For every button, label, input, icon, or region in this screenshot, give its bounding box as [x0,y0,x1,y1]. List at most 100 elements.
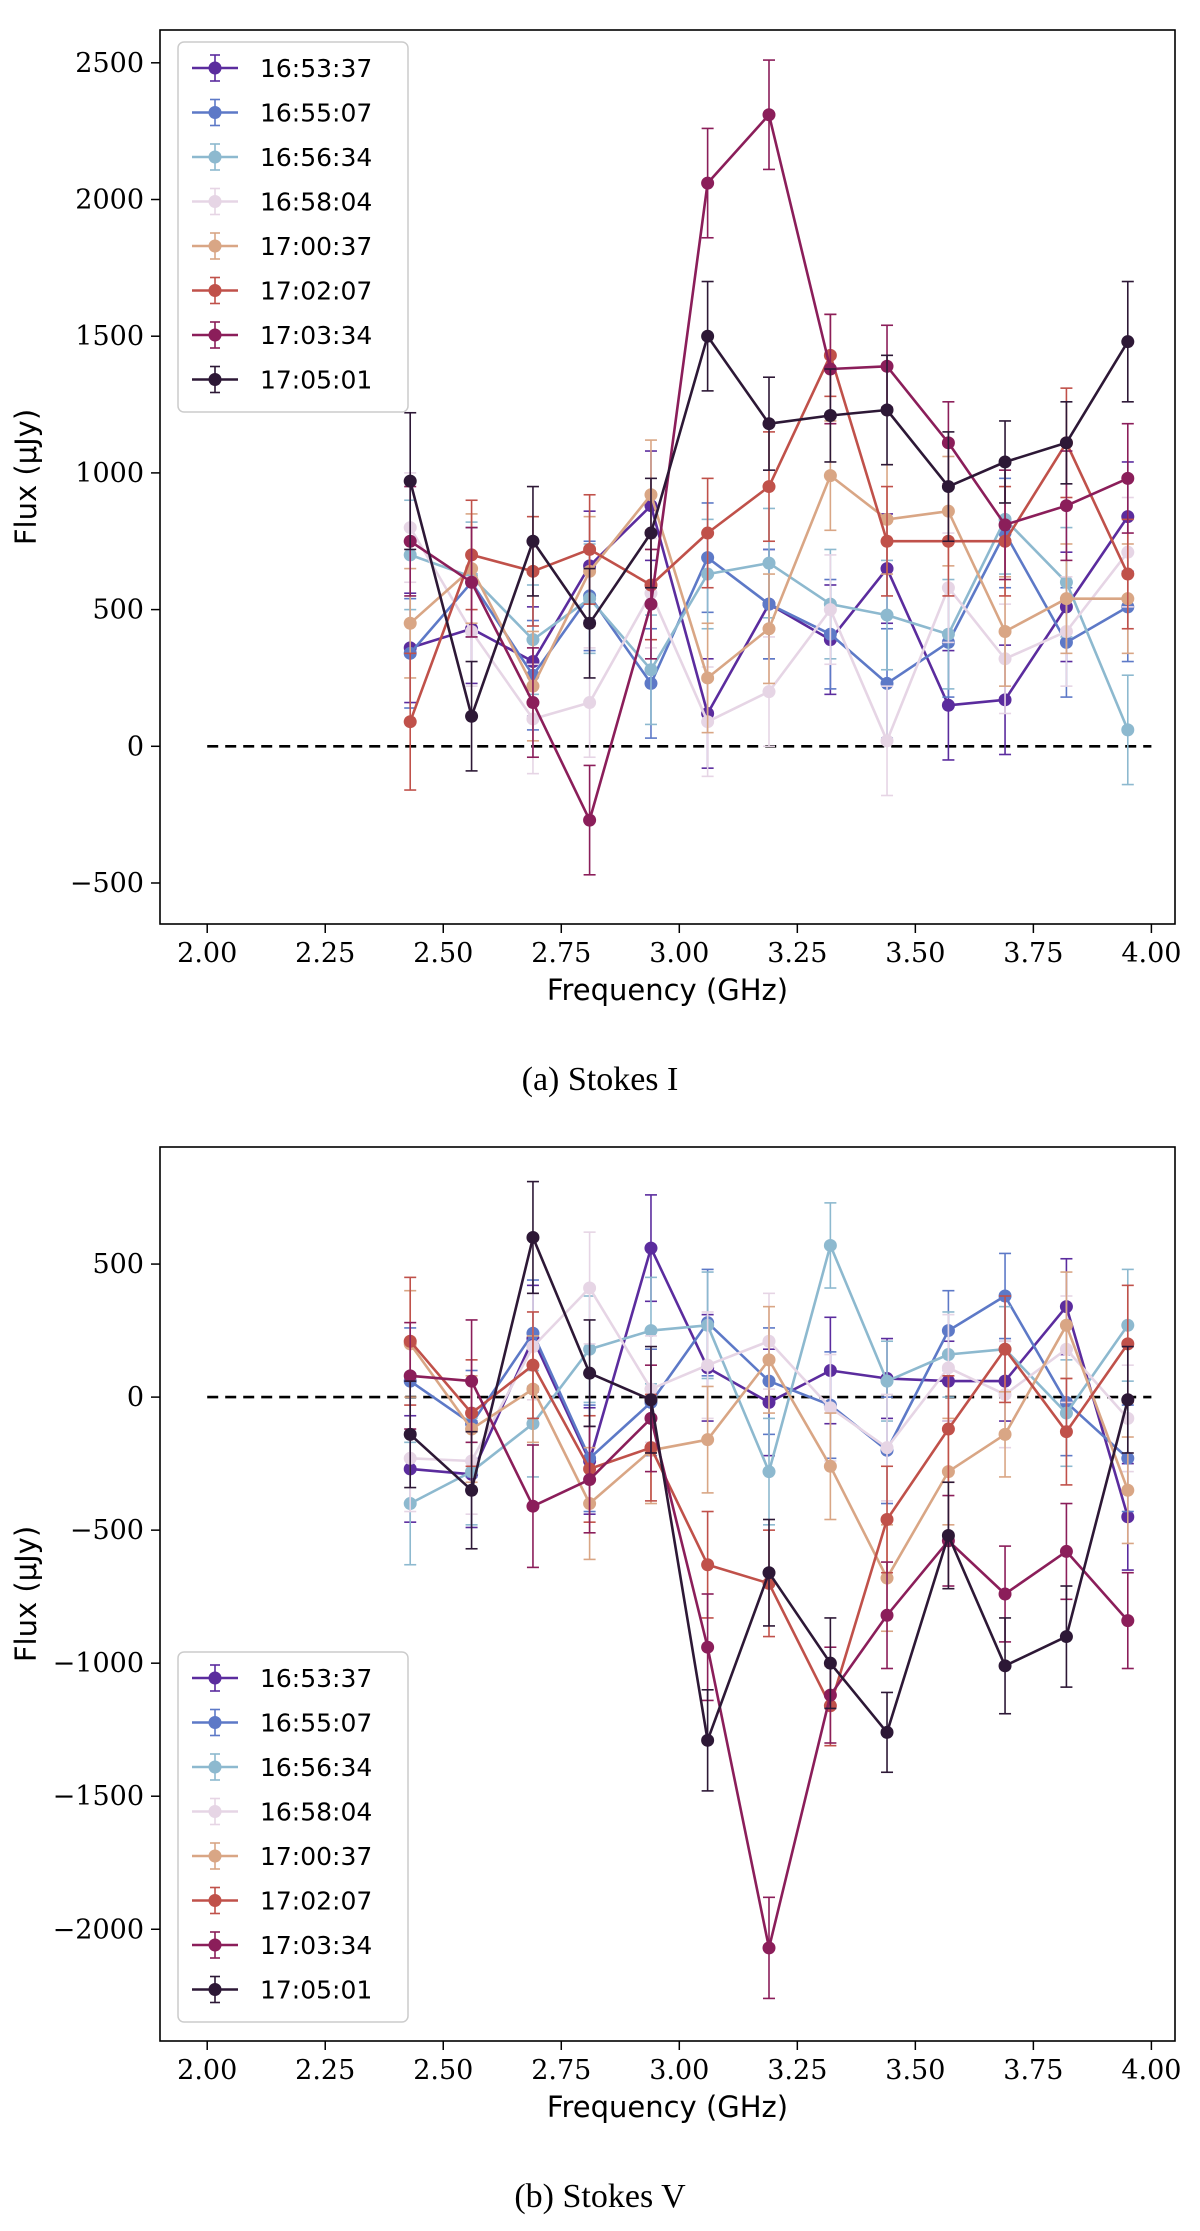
legend-marker [208,328,222,342]
y-tick-label: 500 [92,1249,144,1280]
legend: 16:53:37 16:55:07 16:56:34 16:58:04 17:00:37… [177,41,409,413]
legend-item: 17:02:07 [192,1887,372,1916]
legend-label: 16:55:07 [260,1709,372,1738]
legend-marker [208,239,222,253]
data-point [583,1281,597,1295]
y-tick-label: −500 [70,1515,144,1546]
legend-marker [208,195,222,208]
legend-marker [208,1938,222,1952]
legend-item: 16:56:34 [192,143,372,172]
x-tick-label: 2.25 [295,938,355,969]
legend-label: 17:03:34 [260,1931,372,1960]
data-point [823,603,837,617]
data-point [762,1941,776,1955]
legend-label: 16:58:04 [260,1798,372,1827]
panel-stokes-v: 2.00 2.25 2.50 2.75 3.00 3.25 3.50 3.75 4.00 −200… [9,1146,1181,2215]
y-tick-label: −500 [70,868,144,899]
data-point [880,1608,894,1622]
x-tick-label: 3.25 [767,2055,827,2086]
data-point [762,1353,776,1367]
data-point [583,542,597,556]
data-point [526,1358,540,1372]
legend-label: 17:02:07 [260,277,372,306]
data-point [823,1656,837,1670]
data-point [1059,592,1073,606]
x-tick-label: 2.25 [295,2055,355,2086]
data-point [583,813,597,827]
data-point [880,608,894,622]
x-tick-label: 3.75 [1003,938,1063,969]
legend-label: 17:05:01 [260,366,372,395]
data-point [762,1465,776,1479]
data-point [880,403,894,417]
data-point [526,534,540,548]
x-tick-label: 2.75 [531,938,591,969]
data-point [701,1640,715,1654]
y-tick-label: 2500 [75,48,144,79]
data-point [998,518,1012,532]
data-point [880,1725,894,1739]
data-point [823,408,837,422]
x-tick-label: 2.50 [413,2055,473,2086]
data-point [998,624,1012,638]
data-point [403,616,417,630]
data-point [701,1358,715,1372]
y-axis-label: Flux (μJy) [9,409,43,545]
y-tick-label: −1000 [53,1648,144,1679]
x-tick-label: 3.50 [885,2055,945,2086]
legend-marker [208,1716,222,1729]
data-point [526,696,540,710]
data-point [403,1427,417,1441]
plot-frame [159,1146,1176,2042]
legend-marker [208,1760,222,1774]
legend-marker [208,1805,222,1818]
data-point [644,663,658,677]
figure-caption: (b) Stokes V [514,2178,686,2215]
legend-marker [208,1849,222,1863]
x-tick-label: 3.50 [885,938,945,969]
data-point [823,1401,837,1415]
legend-box [177,1651,409,2023]
data-point [583,1473,597,1487]
legend: 16:53:37 16:55:07 16:56:34 16:58:04 17:00:37… [177,1651,409,2023]
legend-item: 16:55:07 [192,1709,372,1738]
data-point [465,575,479,589]
x-tick-label: 3.75 [1003,2055,1063,2086]
y-axis-label: Flux (μJy) [9,1526,43,1662]
series [403,1180,1135,1792]
data-point [998,1342,1012,1356]
data-point [998,1659,1012,1673]
data-point [1059,1318,1073,1332]
data-point [403,715,417,729]
legend-label: 16:56:34 [260,143,372,172]
data-point [1059,1630,1073,1644]
data-point [583,616,597,630]
x-tick-label: 2.00 [177,2055,237,2086]
legend-item: 17:00:37 [192,1842,372,1871]
data-point [880,1374,894,1388]
data-point [1121,335,1135,349]
legend-label: 17:05:01 [260,1976,372,2005]
data-point [823,1459,837,1473]
data-point [1059,436,1073,450]
data-point [880,734,894,748]
data-point [998,1427,1012,1441]
data-point [1059,499,1073,513]
legend-marker [208,1671,222,1685]
data-point [701,176,715,190]
data-point [1059,1425,1073,1439]
data-point [998,1587,1012,1601]
data-point [880,1441,894,1455]
figure-caption: (a) Stokes I [522,1061,679,1098]
data-point [644,526,658,540]
legend-label: 16:53:37 [260,54,372,83]
data-point [1121,723,1135,737]
data-point [1121,471,1135,485]
data-point [701,329,715,343]
x-tick-label: 2.00 [177,938,237,969]
data-point [762,556,776,570]
data-point [526,1499,540,1513]
data-point [941,1422,955,1436]
legend-item: 17:03:34 [192,321,372,350]
y-tick-label: 2000 [75,185,144,216]
